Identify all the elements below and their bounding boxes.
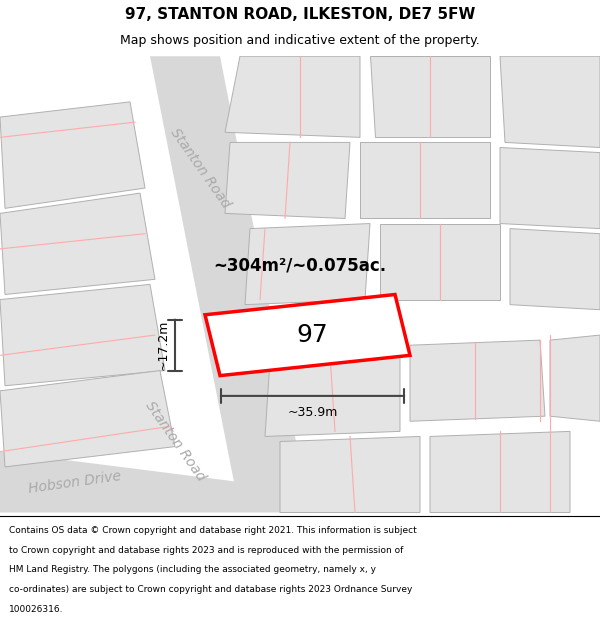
Polygon shape [500, 56, 600, 148]
Polygon shape [510, 229, 600, 310]
Polygon shape [265, 350, 400, 436]
Text: 97: 97 [296, 323, 328, 347]
Polygon shape [0, 452, 240, 512]
Polygon shape [150, 56, 310, 512]
Text: to Crown copyright and database rights 2023 and is reproduced with the permissio: to Crown copyright and database rights 2… [9, 546, 403, 555]
Polygon shape [225, 56, 360, 138]
Polygon shape [550, 335, 600, 421]
Text: Stanton Road: Stanton Road [167, 125, 233, 210]
Polygon shape [225, 142, 350, 219]
Text: ~304m²/~0.075ac.: ~304m²/~0.075ac. [214, 256, 386, 274]
Text: co-ordinates) are subject to Crown copyright and database rights 2023 Ordnance S: co-ordinates) are subject to Crown copyr… [9, 585, 412, 594]
Polygon shape [0, 102, 145, 208]
Text: Stanton Road: Stanton Road [142, 399, 208, 484]
Text: ~17.2m: ~17.2m [157, 320, 170, 371]
Text: Hobson Drive: Hobson Drive [28, 469, 122, 496]
Text: 100026316.: 100026316. [9, 605, 64, 614]
Polygon shape [430, 431, 570, 512]
Text: ~35.9m: ~35.9m [287, 406, 338, 419]
Polygon shape [410, 340, 545, 421]
Polygon shape [0, 193, 155, 294]
Polygon shape [205, 294, 410, 376]
Text: HM Land Registry. The polygons (including the associated geometry, namely x, y: HM Land Registry. The polygons (includin… [9, 566, 376, 574]
Polygon shape [0, 371, 175, 467]
Text: Map shows position and indicative extent of the property.: Map shows position and indicative extent… [120, 34, 480, 47]
Polygon shape [245, 224, 370, 304]
Polygon shape [380, 224, 500, 299]
Polygon shape [370, 56, 490, 138]
Polygon shape [0, 284, 165, 386]
Text: Contains OS data © Crown copyright and database right 2021. This information is : Contains OS data © Crown copyright and d… [9, 526, 417, 535]
Text: 97, STANTON ROAD, ILKESTON, DE7 5FW: 97, STANTON ROAD, ILKESTON, DE7 5FW [125, 6, 475, 21]
Polygon shape [360, 142, 490, 219]
Polygon shape [280, 436, 420, 512]
Polygon shape [500, 148, 600, 229]
